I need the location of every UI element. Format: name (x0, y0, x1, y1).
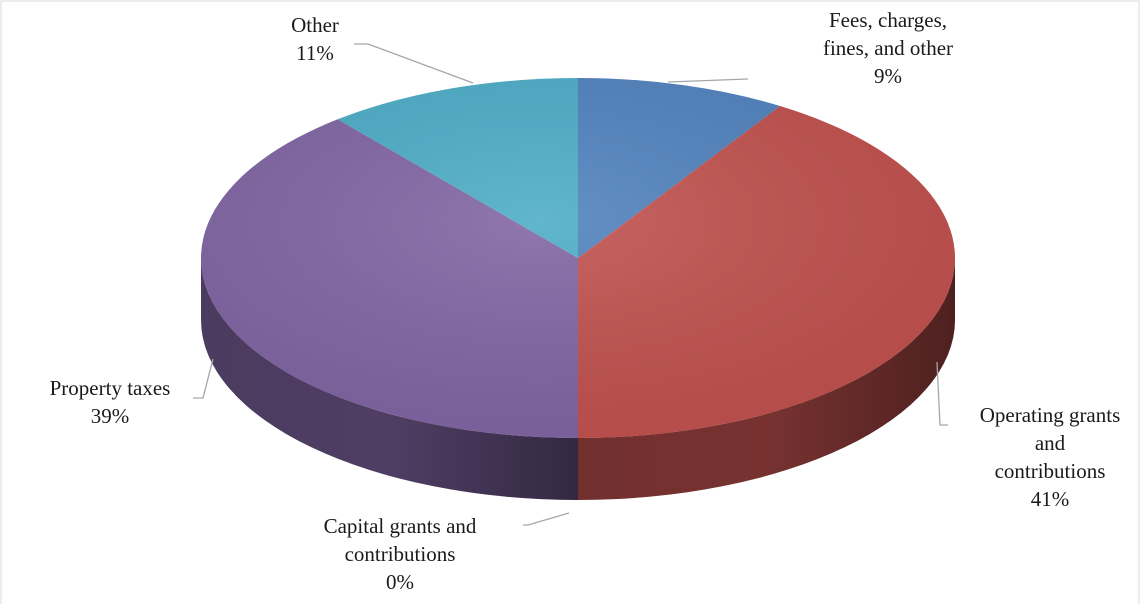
leader-operating-grants-and-contributions (936, 361, 948, 426)
data-label-text: Capital grants and (324, 514, 477, 538)
data-label-value: 41% (1031, 487, 1070, 511)
leader-lines (193, 43, 948, 526)
leader-other (354, 43, 474, 84)
data-labels: Fees, charges, fines, and other 9% Operatin… (50, 8, 1121, 594)
side-property-taxes-shading (201, 258, 578, 500)
data-label-value: 0% (386, 570, 414, 594)
data-label-property-taxes: Property taxes 39% (50, 376, 171, 428)
data-label-text: Other (291, 13, 339, 37)
top-surface-shading (201, 78, 955, 438)
data-label-text: fines, and other (823, 36, 953, 60)
data-label-value: 39% (91, 404, 130, 428)
data-label-operating-grants-and-contributions: Operating grants and contributions 41% (980, 403, 1121, 511)
data-label-text: Operating grants (980, 403, 1121, 427)
leader-capital-grants-and-contributions (523, 512, 570, 526)
side-operating-grants-and-contributions-shading (578, 258, 955, 500)
data-label-other: Other 11% (291, 13, 339, 65)
pie-tops (201, 78, 955, 439)
data-label-fees-charges-fines-and-other: Fees, charges, fines, and other 9% (823, 8, 953, 88)
data-label-value: 9% (874, 64, 902, 88)
data-label-text: contributions (995, 459, 1106, 483)
data-label-text: and (1035, 431, 1066, 455)
data-label-value: 11% (296, 41, 334, 65)
data-label-capital-grants-and-contributions: Capital grants and contributions 0% (324, 514, 477, 594)
leader-fees-charges-fines-and-other (667, 78, 749, 83)
data-label-text: Fees, charges, (829, 8, 947, 32)
pie-sides (201, 258, 955, 500)
leader-property-taxes (193, 358, 214, 399)
data-label-text: contributions (345, 542, 456, 566)
data-label-text: Property taxes (50, 376, 171, 400)
